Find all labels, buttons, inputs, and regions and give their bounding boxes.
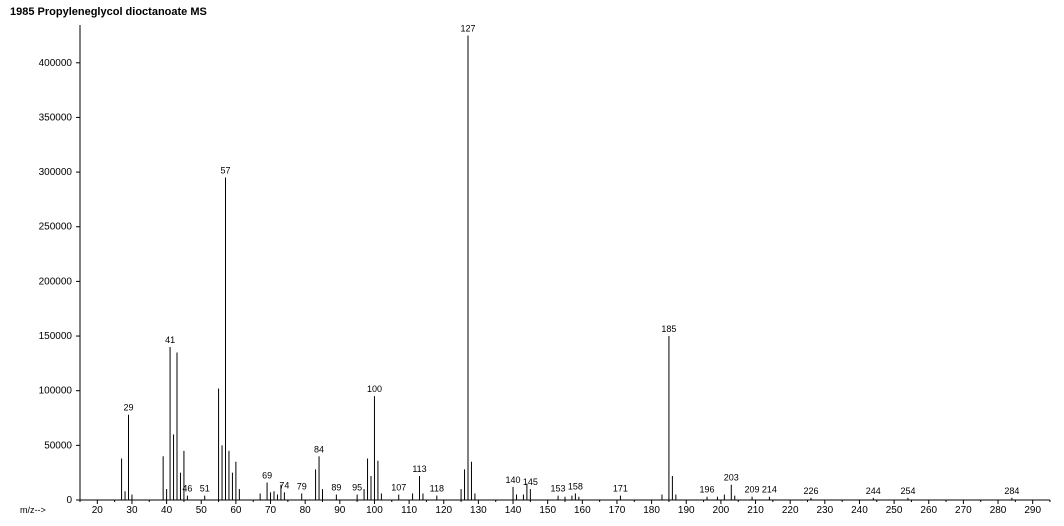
svg-text:153: 153 (551, 484, 566, 494)
svg-text:260: 260 (920, 505, 937, 516)
svg-text:60: 60 (230, 505, 242, 516)
svg-text:80: 80 (300, 505, 312, 516)
svg-text:214: 214 (762, 485, 777, 495)
svg-text:254: 254 (900, 486, 915, 496)
svg-text:160: 160 (574, 505, 591, 516)
svg-text:270: 270 (955, 505, 972, 516)
svg-text:210: 210 (747, 505, 764, 516)
svg-text:171: 171 (613, 484, 628, 494)
svg-text:100000: 100000 (39, 386, 73, 397)
svg-text:150: 150 (539, 505, 556, 516)
svg-text:130: 130 (470, 505, 487, 516)
svg-text:140: 140 (506, 475, 521, 485)
svg-text:290: 290 (1024, 505, 1041, 516)
svg-text:185: 185 (661, 324, 676, 334)
svg-text:200000: 200000 (39, 276, 73, 287)
svg-text:127: 127 (460, 23, 475, 33)
svg-text:100: 100 (367, 384, 382, 394)
svg-text:230: 230 (816, 505, 833, 516)
svg-text:284: 284 (1004, 486, 1019, 496)
svg-text:196: 196 (700, 485, 715, 495)
svg-text:90: 90 (334, 505, 346, 516)
svg-text:250000: 250000 (39, 222, 73, 233)
svg-text:118: 118 (430, 484, 444, 494)
svg-text:74: 74 (279, 480, 289, 490)
svg-text:107: 107 (391, 483, 406, 493)
svg-text:30: 30 (126, 505, 138, 516)
svg-text:145: 145 (523, 477, 538, 487)
svg-text:110: 110 (401, 505, 417, 516)
svg-text:240: 240 (851, 505, 868, 516)
svg-text:50000: 50000 (44, 440, 72, 451)
svg-text:79: 79 (297, 481, 307, 491)
svg-text:51: 51 (200, 484, 210, 494)
svg-text:46: 46 (182, 484, 192, 494)
svg-text:89: 89 (331, 483, 341, 493)
svg-text:350000: 350000 (39, 112, 73, 123)
svg-text:280: 280 (990, 505, 1007, 516)
svg-text:244: 244 (866, 486, 881, 496)
svg-text:100: 100 (366, 505, 383, 516)
svg-text:95: 95 (352, 483, 362, 493)
svg-text:250: 250 (886, 505, 903, 516)
svg-text:203: 203 (724, 473, 739, 483)
svg-text:84: 84 (314, 444, 324, 454)
svg-text:190: 190 (678, 505, 695, 516)
svg-text:0: 0 (66, 495, 72, 506)
svg-text:400000: 400000 (39, 58, 73, 69)
svg-text:150000: 150000 (39, 331, 73, 342)
svg-text:69: 69 (262, 471, 272, 481)
svg-text:57: 57 (220, 166, 230, 176)
svg-text:120: 120 (435, 505, 452, 516)
svg-text:140: 140 (505, 505, 522, 516)
svg-text:41: 41 (165, 335, 175, 345)
mass-spectrum-chart: 0 50000 100000 150000 200000 250000 300000 3500… (0, 0, 1064, 526)
svg-text:170: 170 (609, 505, 626, 516)
svg-text:180: 180 (643, 505, 660, 516)
svg-text:113: 113 (412, 464, 426, 474)
svg-text:220: 220 (782, 505, 799, 516)
svg-text:50: 50 (196, 505, 208, 516)
svg-text:40: 40 (161, 505, 173, 516)
svg-text:29: 29 (123, 403, 133, 413)
svg-text:200: 200 (713, 505, 730, 516)
svg-text:m/z-->: m/z--> (20, 505, 46, 515)
svg-text:20: 20 (92, 505, 104, 516)
svg-text:70: 70 (265, 505, 277, 516)
svg-text:300000: 300000 (39, 167, 73, 178)
svg-text:158: 158 (568, 481, 583, 491)
svg-text:209: 209 (745, 485, 760, 495)
svg-text:226: 226 (803, 486, 818, 496)
